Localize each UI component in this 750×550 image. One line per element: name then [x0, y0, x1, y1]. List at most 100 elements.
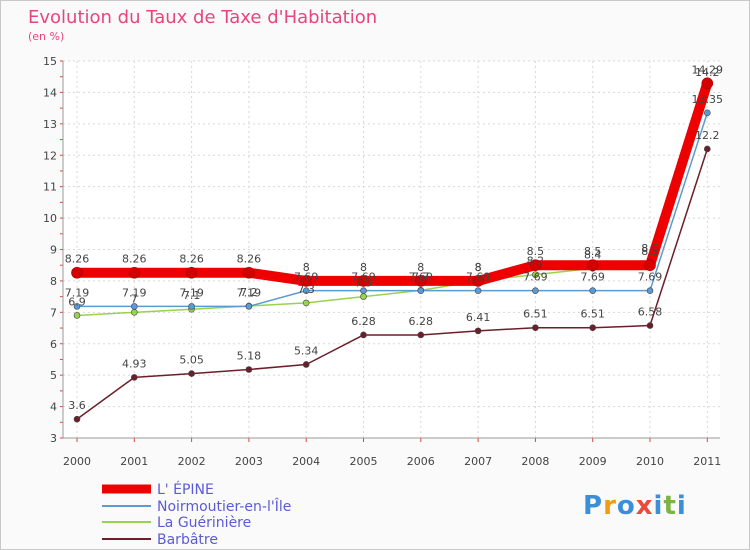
logo-letter: t — [663, 491, 677, 521]
data-point — [73, 415, 81, 423]
data-label: 8 — [475, 261, 482, 274]
data-label: 7.5 — [355, 277, 373, 290]
data-label: 7.19 — [65, 286, 90, 299]
data-point — [245, 303, 253, 310]
data-point — [360, 293, 367, 300]
data-point — [302, 299, 310, 307]
data-point — [131, 374, 138, 381]
data-label: 13.35 — [692, 93, 724, 106]
data-label: 8.4 — [584, 248, 602, 261]
data-label: 7.19 — [179, 286, 204, 299]
legend-label-2: La Guérinière — [157, 515, 251, 531]
data-label: 6.41 — [466, 311, 491, 324]
x-tick-label: 2000 — [63, 455, 91, 468]
y-tick-label: 14 — [43, 86, 57, 99]
data-point — [73, 303, 81, 310]
data-label: 6.51 — [580, 308, 605, 321]
data-label: 8.26 — [179, 253, 204, 266]
data-point — [131, 303, 138, 310]
y-tick-label: 15 — [43, 55, 57, 68]
data-point — [474, 327, 482, 335]
data-point — [302, 361, 310, 368]
plot-area — [63, 61, 720, 438]
data-label: 5.18 — [237, 350, 262, 363]
series-line-3 — [76, 148, 709, 420]
logo-letter: r — [603, 491, 617, 521]
data-label: 7.19 — [122, 286, 147, 299]
data-label: 7.69 — [351, 271, 376, 284]
legend-label-3: Barbâtre — [157, 532, 218, 548]
data-point — [586, 259, 599, 272]
data-point — [414, 275, 427, 287]
x-tick-label: 2007 — [464, 455, 492, 468]
x-tick-label: 2002 — [178, 455, 206, 468]
data-label: 7.69 — [294, 271, 319, 284]
x-tick-label: 2006 — [407, 455, 435, 468]
legend-label-1: Noirmoutier-en-l'Île — [157, 497, 291, 515]
data-label: 5.34 — [294, 344, 319, 357]
data-label: 6.51 — [523, 308, 548, 321]
data-point — [474, 287, 482, 294]
x-tick-label: 2008 — [521, 455, 549, 468]
data-point — [532, 287, 539, 294]
data-point — [703, 145, 711, 153]
data-label: 6.9 — [68, 295, 86, 308]
data-point — [701, 77, 714, 90]
series-line-0 — [77, 81, 713, 286]
data-point — [302, 287, 310, 294]
data-label: 14.2 — [695, 66, 720, 79]
data-label: 4.93 — [122, 357, 147, 370]
y-tick-label: 7 — [50, 306, 57, 319]
data-label: 7.69 — [409, 271, 434, 284]
data-point — [646, 287, 654, 294]
data-label: 12.2 — [695, 129, 720, 142]
data-label: 8.2 — [527, 255, 545, 268]
data-label: 8.6 — [641, 242, 659, 255]
y-tick-label: 9 — [50, 244, 57, 257]
data-label: 7.2 — [240, 286, 258, 299]
x-tick-label: 2003 — [235, 455, 263, 468]
data-label: 7.69 — [638, 271, 663, 284]
data-point — [646, 322, 654, 329]
data-label: 7 — [131, 292, 138, 305]
x-tick-label: 2001 — [120, 455, 148, 468]
data-point — [417, 287, 425, 294]
data-label: 7.19 — [237, 286, 262, 299]
proxiti-logo: Proxiti — [583, 491, 687, 521]
data-point — [185, 266, 198, 279]
data-point — [131, 309, 138, 316]
x-tick-label: 2009 — [579, 455, 607, 468]
logo-letter: i — [676, 491, 687, 521]
y-tick-label: 8 — [50, 275, 57, 288]
data-label: 8.5 — [584, 245, 602, 258]
y-tick-label: 11 — [43, 181, 57, 194]
data-label: 14.29 — [692, 63, 724, 76]
x-tick-label: 2005 — [350, 455, 378, 468]
y-tick-label: 10 — [43, 212, 57, 225]
data-label: 8.5 — [641, 245, 659, 258]
logo-letter: x — [635, 491, 654, 521]
data-label: 8 — [475, 261, 482, 274]
data-label: 7.69 — [580, 271, 605, 284]
data-label: 7.7 — [412, 270, 430, 283]
data-point — [188, 303, 195, 310]
y-tick-label: 13 — [43, 118, 57, 131]
data-label: 8 — [303, 261, 310, 274]
data-label: 8.26 — [122, 253, 147, 266]
data-label: 7.3 — [297, 283, 315, 296]
y-tick-label: 6 — [50, 338, 57, 351]
logo-letter: i — [653, 491, 664, 521]
data-label: 6.28 — [409, 315, 434, 328]
data-label: 8.26 — [65, 253, 90, 266]
data-label: 6.28 — [351, 315, 376, 328]
series-line-1 — [77, 112, 709, 308]
x-tick-label: 2004 — [292, 455, 320, 468]
data-point — [71, 266, 83, 279]
data-label: 3.6 — [68, 399, 86, 412]
data-label: 8.5 — [527, 245, 545, 258]
logo-letter: o — [616, 491, 636, 521]
data-label: 7.1 — [183, 289, 201, 302]
data-label: 6.58 — [638, 306, 663, 319]
